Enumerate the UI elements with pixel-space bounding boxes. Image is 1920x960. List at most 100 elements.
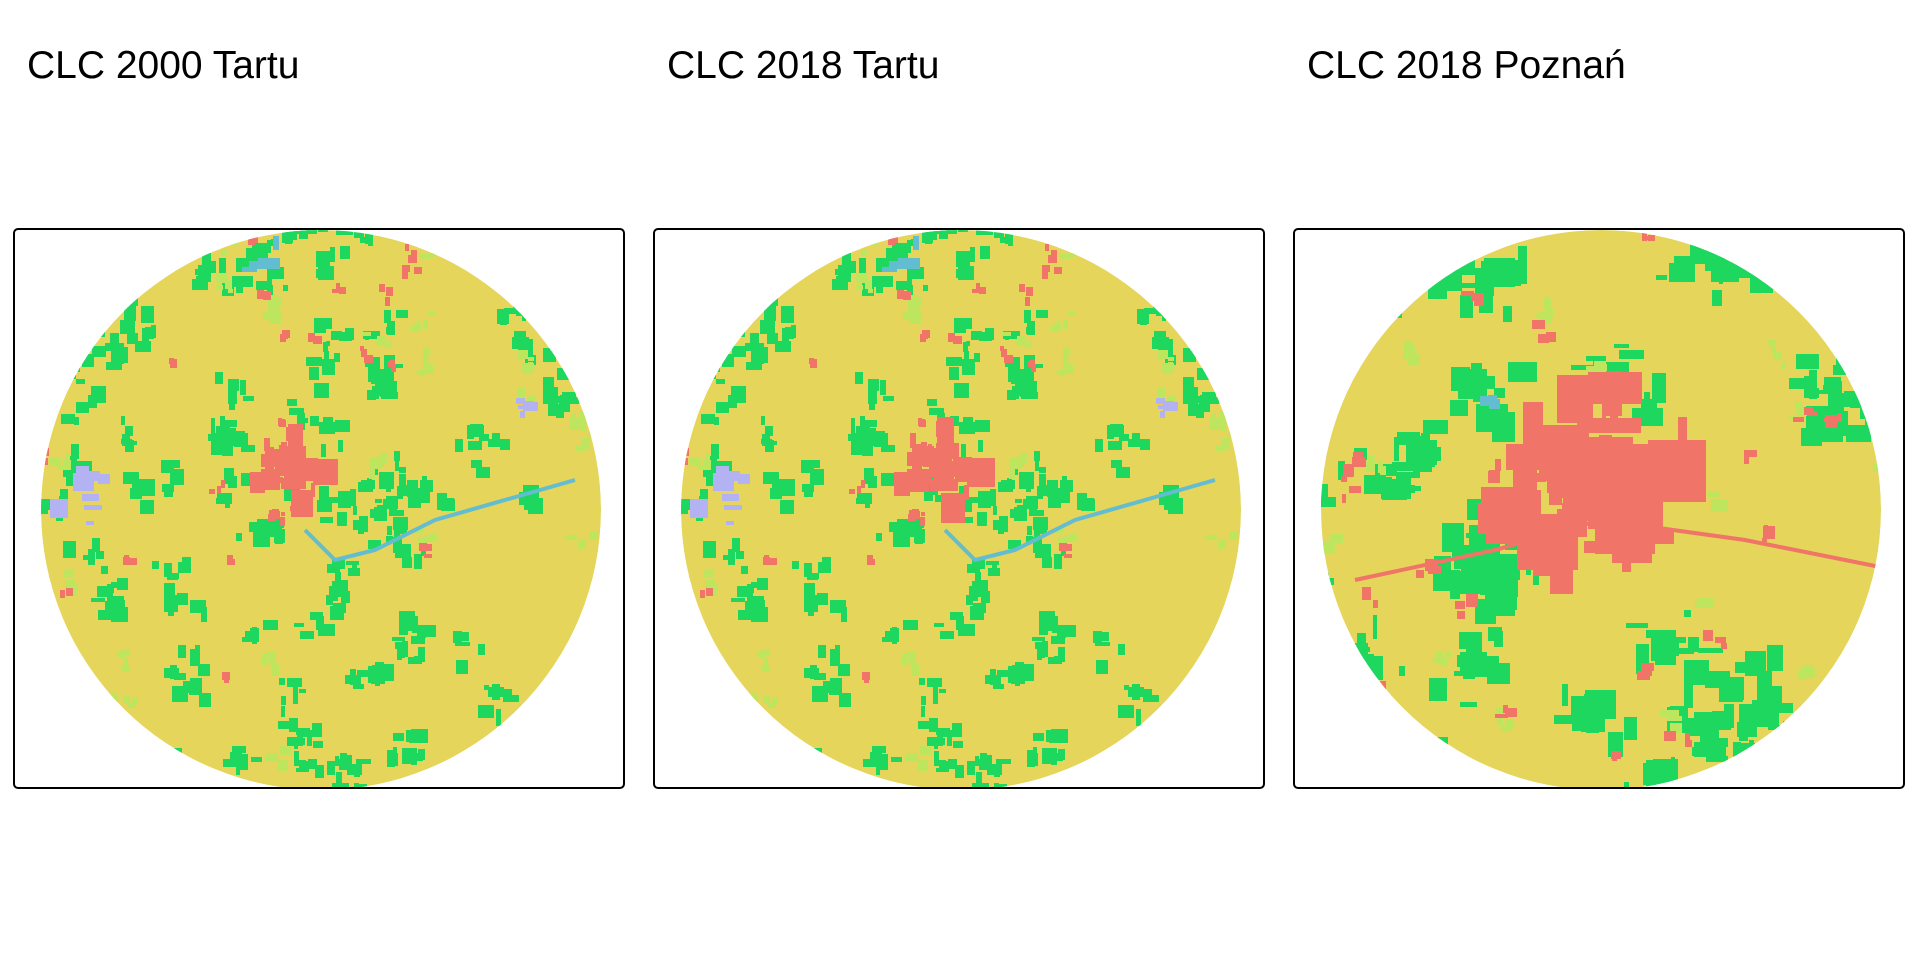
forest-patch (1903, 741, 1905, 763)
forest-patch (978, 440, 983, 452)
forest-patch (117, 767, 132, 772)
forest-patch (1863, 776, 1881, 787)
forest-patch (1241, 295, 1252, 310)
forest-patch (1295, 413, 1311, 434)
forest-patch (978, 580, 988, 597)
semi-natural-patch (64, 570, 74, 577)
forest-patch (217, 493, 232, 499)
forest-patch (78, 246, 82, 252)
forest-patch (919, 678, 925, 685)
forest-patch (360, 237, 366, 243)
semi-natural-patch (757, 652, 766, 657)
semi-natural-patch (424, 535, 433, 542)
forest-patch (814, 673, 826, 680)
forest-patch (1026, 536, 1033, 543)
forest-patch (47, 709, 52, 721)
urban-patch (1849, 667, 1856, 674)
forest-patch (318, 230, 328, 232)
forest-patch (966, 341, 970, 346)
forest-patch (1626, 623, 1648, 628)
forest-patch (908, 528, 913, 536)
forest-patch (214, 433, 228, 439)
forest-patch (127, 307, 133, 322)
forest-patch (879, 276, 893, 287)
forest-patch (1202, 711, 1206, 722)
forest-patch (1898, 712, 1905, 720)
forest-patch (1215, 697, 1226, 713)
forest-patch (905, 624, 913, 630)
forest-patch (1377, 235, 1388, 246)
forest-patch (692, 280, 701, 291)
semi-natural-patch (122, 236, 134, 245)
forest-patch (752, 337, 759, 354)
forest-patch (1475, 599, 1502, 613)
forest-patch (453, 631, 462, 643)
urban-patch (1341, 475, 1347, 482)
forest-patch (762, 294, 778, 306)
forest-patch (751, 612, 765, 622)
forest-patch (1210, 691, 1224, 708)
forest-patch (1223, 682, 1229, 695)
forest-patch (921, 696, 926, 705)
semi-natural-patch (1623, 787, 1629, 789)
semi-natural-patch (697, 465, 705, 469)
forest-patch (41, 742, 53, 757)
forest-patch (249, 522, 264, 527)
forest-patch (971, 331, 982, 340)
forest-patch (1039, 474, 1046, 490)
forest-patch (813, 757, 817, 766)
forest-patch (972, 581, 977, 588)
wetland-patch (516, 398, 525, 404)
urban-center (261, 469, 280, 490)
forest-patch (383, 499, 398, 509)
forest-patch (299, 760, 306, 768)
forest-patch (58, 371, 66, 387)
semi-natural-patch (1368, 456, 1375, 462)
forest-patch (842, 253, 851, 268)
forest-patch (320, 517, 333, 523)
forest-patch (1562, 684, 1568, 706)
forest-patch (918, 721, 935, 729)
forest-patch (335, 572, 341, 586)
forest-patch (52, 375, 64, 383)
forest-patch (1024, 310, 1031, 323)
forest-patch (387, 750, 395, 767)
forest-patch (704, 369, 716, 379)
forest-patch (1140, 734, 1150, 743)
semi-natural-patch (63, 460, 71, 470)
forest-patch (140, 500, 154, 514)
forest-patch (1233, 725, 1241, 735)
forest-patch (122, 294, 138, 306)
semi-natural-patch (418, 537, 427, 546)
semi-natural-patch (1002, 332, 1011, 336)
wetland-patch (86, 521, 94, 525)
forest-patch (1698, 648, 1723, 653)
semi-natural-patch (1321, 391, 1328, 403)
forest-patch (721, 705, 728, 710)
urban-patch (1793, 417, 1804, 422)
forest-patch (1457, 655, 1469, 667)
forest-patch (293, 687, 298, 704)
forest-patch (712, 352, 720, 369)
forest-patch (338, 580, 348, 597)
forest-patch (1095, 439, 1103, 452)
forest-patch (750, 698, 754, 710)
forest-patch (975, 756, 979, 766)
forest-patch (666, 372, 671, 386)
forest-patch (933, 687, 938, 704)
forest-patch (52, 740, 60, 752)
forest-patch (1767, 645, 1783, 671)
forest-patch (99, 325, 105, 337)
forest-patch (1193, 396, 1205, 403)
forest-patch (287, 737, 303, 746)
urban-patch (1685, 733, 1690, 740)
forest-patch (1107, 425, 1122, 437)
forest-patch (1188, 709, 1204, 720)
forest-patch (106, 362, 122, 370)
semi-natural-patch (1063, 356, 1068, 364)
forest-patch (107, 587, 113, 600)
forest-patch (110, 338, 117, 343)
urban-center (264, 438, 270, 451)
forest-patch (50, 701, 62, 705)
forest-patch (545, 278, 550, 287)
